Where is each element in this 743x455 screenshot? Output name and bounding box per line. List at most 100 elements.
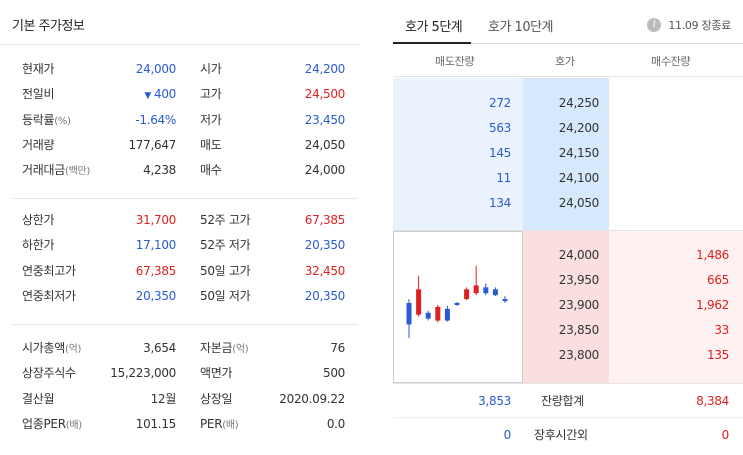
info-label: 연중최저가 [22,284,76,309]
info-row: 현재가 24,000 시가 24,200 [12,57,358,82]
info-value: 3,654 [143,336,176,361]
info-value: 4,238 [143,158,176,183]
divider [393,43,743,44]
tab-5-levels[interactable]: 호가 5단계 [405,20,463,35]
info-value-text: 24,000 [135,62,177,76]
info-label-text: 자본금 [200,341,233,355]
basic-stock-info-panel: 기본 주가정보 현재가 24,000 시가 24,200 전일비 ▼ 400 고가 24,500… [0,0,361,455]
info-label-text: 52주 고가 [200,213,251,227]
ask-row[interactable]: 134 24,050 [393,191,743,216]
bid-qty: 665 [706,273,729,287]
info-label-text: 상장주식수 [22,366,76,381]
mini-candle-chart-svg [406,265,508,339]
bid-price: 24,000 [558,248,600,262]
info-label: 매도 [200,133,222,158]
bid-row[interactable]: 23,950 665 [393,268,743,293]
info-value-text: 67,385 [135,263,177,278]
info-value: 15,223,000 [110,361,176,386]
divider [0,44,361,45]
divider [12,198,358,199]
ask-row[interactable]: 11 24,100 [393,166,743,191]
info-label: 거래대금(백만) [22,158,90,183]
info-label: 하한가 [22,233,55,258]
market-status-text: 11.09 장종료 [668,19,731,32]
bid-row[interactable]: 23,900 1,962 [393,293,743,318]
info-value: 24,500 [304,87,346,102]
order-book-header: 매도잔량 호가 매수잔량 [393,44,743,77]
bid-row[interactable]: 24,000 1,486 [393,243,743,268]
info-label: 50일 저가 [200,284,251,309]
bid-row[interactable]: 23,800 135 [393,343,743,368]
bid-row[interactable]: 23,850 33 [393,318,743,343]
info-row: 연중최고가 67,385 50일 고가 32,450 [12,259,358,284]
info-label: 자본금(억) [200,336,249,361]
ask-price-column [523,78,609,230]
info-label: 시가총액(억) [22,336,81,361]
bid-qty: 1,962 [696,298,729,312]
info-unit: (억) [232,344,249,355]
bid-price-column [523,231,609,383]
info-value: 20,350 [304,288,346,303]
bid-price: 23,800 [558,348,600,362]
candle-body [416,289,422,315]
info-row: 시가총액(억) 3,654 자본금(억) 76 [12,336,358,361]
header-price: 호가 [555,55,575,68]
candle-body [502,299,508,302]
ask-price: 24,050 [558,196,600,210]
info-value: 177,647 [128,133,176,158]
tab-10-levels[interactable]: 호가 10단계 [488,20,554,35]
info-label: 52주 저가 [200,233,251,258]
info-row: 거래대금(백만) 4,238 매수 24,000 [12,158,358,183]
price-info-group: 현재가 24,000 시가 24,200 전일비 ▼ 400 고가 24,500 등락률(%) -1… [12,57,358,183]
info-label: 시가 [200,57,222,82]
info-label-text: 상장일 [200,391,233,406]
ask-row[interactable]: 145 24,150 [393,141,743,166]
ask-row[interactable]: 563 24,200 [393,116,743,141]
mini-candle-chart [393,231,523,383]
info-label: 고가 [200,82,222,107]
bid-qty: 33 [714,323,729,337]
ask-price: 24,200 [558,121,600,135]
header-sell-qty: 매도잔량 [435,55,475,68]
market-status: i 11.09 장종료 [647,17,731,33]
info-label-text: 하한가 [22,238,55,253]
info-row: 상한가 31,700 52주 고가 67,385 [12,208,358,233]
info-label: 매수 [200,158,222,183]
bid-price: 23,950 [558,273,600,287]
ask-price: 24,100 [558,171,600,185]
range-info-group: 상한가 31,700 52주 고가 67,385 하한가 17,100 52주 저가 20,3… [12,208,358,309]
info-value-text: 400 [153,87,176,102]
ask-row[interactable]: 272 24,250 [393,91,743,116]
after-hours-sell-qty: 0 [503,428,512,442]
info-label-text: 시가총액 [22,341,65,355]
candle-body [435,306,441,321]
bid-qty: 1,486 [696,248,729,262]
info-value-text: 17,100 [135,238,177,253]
info-label-text: 전일비 [22,87,55,102]
order-book-tabs: 호가 5단계 호가 10단계 i 11.09 장종료 [393,0,743,44]
info-label-text: 업종PER [22,416,66,431]
info-value: 32,450 [304,263,346,278]
total-remaining-row: 3,853 잔량합계 8,384 [393,384,743,418]
info-label-text: 액면가 [200,366,233,381]
info-label: 거래량 [22,133,55,158]
info-row: 거래량 177,647 매도 24,050 [12,133,358,158]
info-unit: (%) [54,115,71,127]
info-label-text: 연중최고가 [22,263,76,278]
bid-price: 23,900 [558,298,600,312]
info-label: 상장일 [200,387,233,412]
candle-body [473,285,479,294]
total-buy-qty: 8,384 [696,394,729,408]
info-label: 업종PER(배) [22,412,82,437]
info-label: 현재가 [22,57,55,82]
info-label: 결산월 [22,387,55,412]
info-value: 0.0 [326,416,345,431]
info-icon[interactable]: i [647,18,662,32]
info-label: 전일비 [22,82,55,107]
info-unit: (백만) [64,166,90,178]
bid-qty: 135 [706,348,729,362]
active-tab-indicator [393,42,471,44]
divider [393,383,743,384]
info-label-text: 고가 [200,87,222,102]
total-sell-qty: 3,853 [478,394,511,408]
